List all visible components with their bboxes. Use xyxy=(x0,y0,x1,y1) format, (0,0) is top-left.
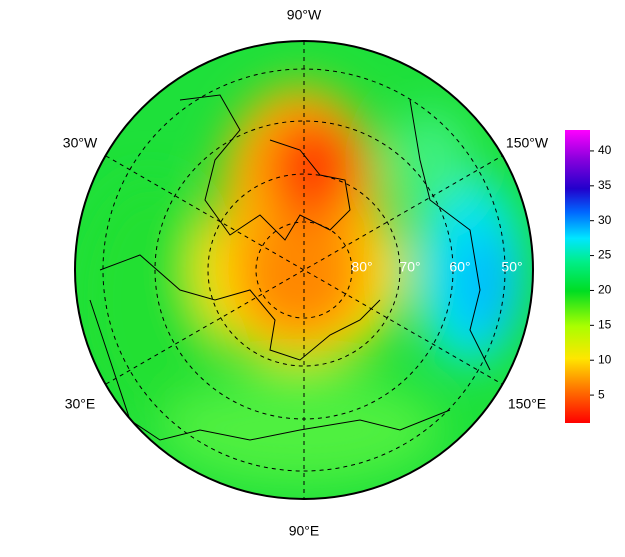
colorbar-tick-label: 15 xyxy=(598,318,612,332)
field xyxy=(75,41,533,499)
latitude-label: 80° xyxy=(351,259,372,275)
graticule xyxy=(102,41,506,499)
coastlines xyxy=(89,94,491,441)
colorbar-tick-label: 20 xyxy=(598,283,612,297)
colorbar-tick-label: 5 xyxy=(598,387,605,401)
longitude-label: 30°W xyxy=(63,135,98,151)
longitude-label: 90°E xyxy=(289,523,320,539)
colorbar-tick-label: 40 xyxy=(598,143,612,157)
longitude-label: 30°E xyxy=(65,396,96,412)
colorbar-tick-label: 10 xyxy=(598,352,612,366)
longitude-label: 150°W xyxy=(506,135,549,151)
colorbar-tick-label: 25 xyxy=(598,248,612,262)
longitude-label: 90°W xyxy=(287,7,322,23)
latitude-label: 50° xyxy=(501,259,522,275)
latitude-label: 70° xyxy=(399,259,420,275)
colorbar-tick-label: 35 xyxy=(598,178,612,192)
colorbar xyxy=(565,130,590,423)
longitude-label: 150°E xyxy=(508,396,546,412)
colorbar-tick-label: 30 xyxy=(598,213,612,227)
map-border xyxy=(74,40,534,500)
latitude-label: 60° xyxy=(449,259,470,275)
